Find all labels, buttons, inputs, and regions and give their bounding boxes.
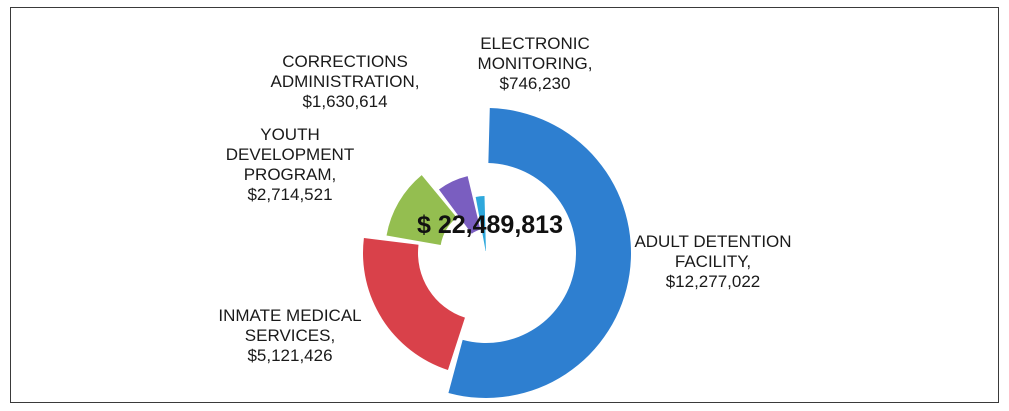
slice-inmate-medical-services bbox=[362, 238, 465, 370]
slice-adult-detention-facility bbox=[448, 108, 632, 399]
label-corrections-administration: CORRECTIONS ADMINISTRATION, $1,630,614 bbox=[270, 52, 420, 111]
total-value: $ 22,489,813 bbox=[417, 211, 563, 239]
slice-youth-development-program bbox=[386, 175, 457, 246]
label-adult-detention-facility: ADULT DETENTION FACILITY, $12,277,022 bbox=[634, 232, 792, 291]
slice-corrections-administration bbox=[438, 176, 481, 234]
label-inmate-medical-services: INMATE MEDICAL SERVICES, $5,121,426 bbox=[218, 306, 362, 365]
chart-frame bbox=[10, 7, 999, 403]
label-electronic-monitoring: ELECTRONIC MONITORING, $746,230 bbox=[477, 34, 593, 93]
slice-electronic-monitoring bbox=[475, 196, 486, 252]
label-youth-development-program: YOUTH DEVELOPMENT PROGRAM, $2,714,521 bbox=[225, 125, 355, 204]
